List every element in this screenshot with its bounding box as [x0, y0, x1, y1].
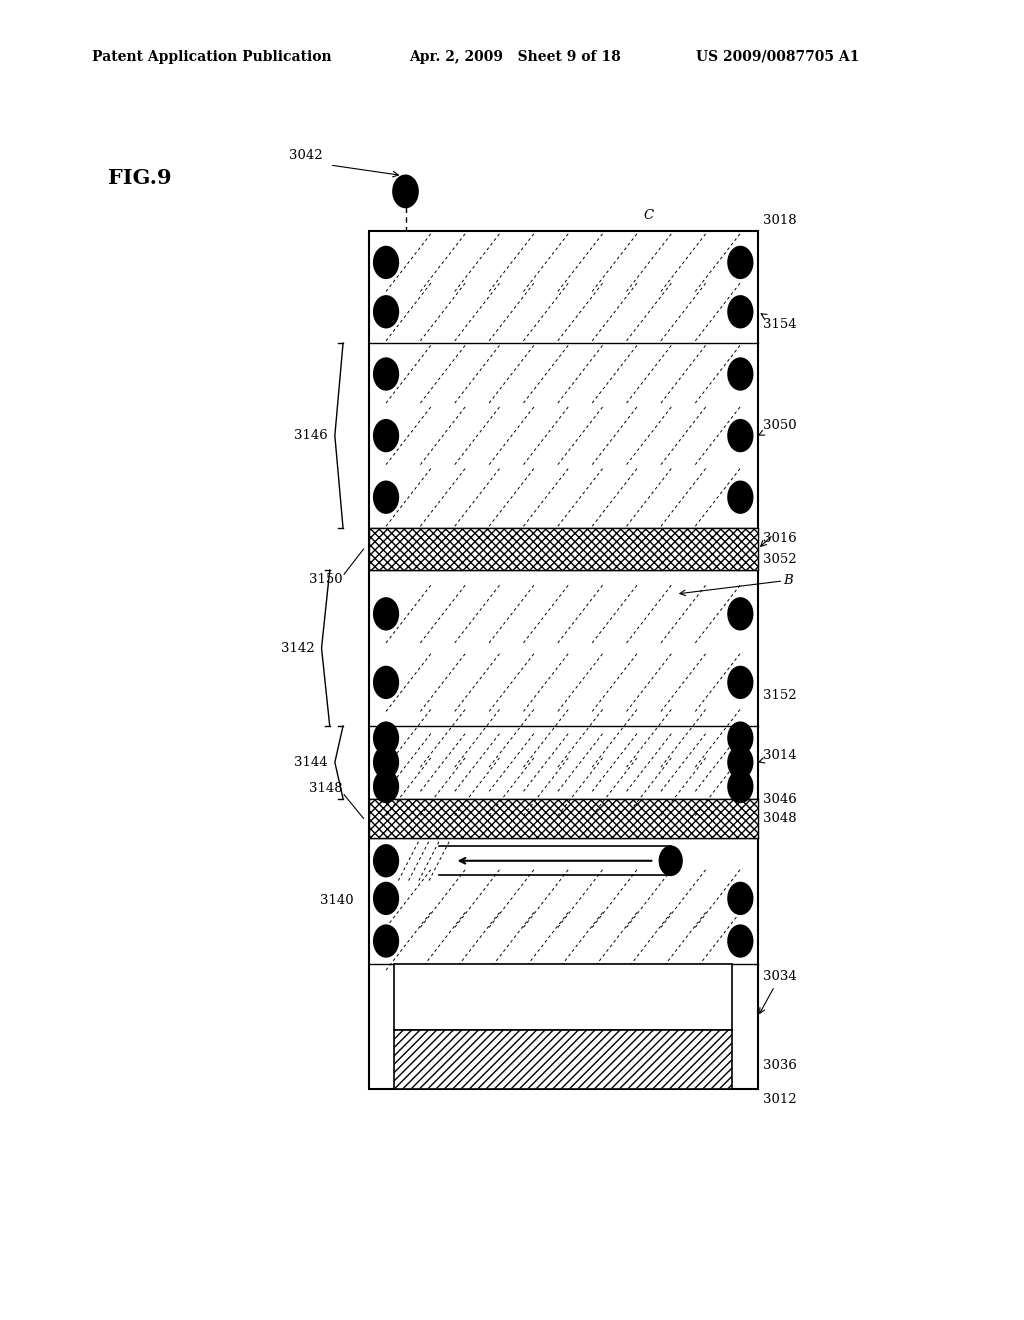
Text: Apr. 2, 2009   Sheet 9 of 18: Apr. 2, 2009 Sheet 9 of 18	[410, 50, 622, 63]
Text: 3048: 3048	[763, 812, 797, 825]
Circle shape	[728, 722, 753, 754]
Circle shape	[374, 771, 398, 803]
Bar	[394, 964, 732, 1030]
Text: 3012: 3012	[763, 1093, 797, 1106]
Text: US 2009/0087705 A1: US 2009/0087705 A1	[696, 50, 860, 63]
Circle shape	[728, 598, 753, 630]
Text: 3014: 3014	[759, 750, 797, 763]
Circle shape	[374, 420, 398, 451]
Circle shape	[728, 420, 753, 451]
Text: 3036: 3036	[763, 1059, 797, 1072]
Text: 3146: 3146	[294, 429, 328, 442]
Text: 3152: 3152	[763, 689, 797, 702]
Text: Patent Application Publication: Patent Application Publication	[92, 50, 332, 63]
Circle shape	[374, 482, 398, 513]
Circle shape	[728, 771, 753, 803]
Circle shape	[728, 296, 753, 327]
Circle shape	[374, 296, 398, 327]
Text: 3140: 3140	[319, 895, 353, 907]
Circle shape	[728, 667, 753, 698]
Circle shape	[374, 747, 398, 779]
Circle shape	[374, 883, 398, 915]
Text: B: B	[783, 574, 794, 587]
Text: FIG.9: FIG.9	[108, 168, 171, 189]
Bar	[369, 528, 758, 570]
Circle shape	[728, 883, 753, 915]
Text: 3034: 3034	[760, 970, 797, 1014]
Text: 3144: 3144	[294, 756, 328, 768]
Circle shape	[728, 482, 753, 513]
Circle shape	[374, 925, 398, 957]
Circle shape	[374, 358, 398, 389]
Text: 3042: 3042	[289, 149, 323, 162]
Circle shape	[374, 722, 398, 754]
Text: 3142: 3142	[281, 642, 314, 655]
Circle shape	[728, 247, 753, 279]
Text: 3148: 3148	[309, 781, 343, 795]
Text: 3052: 3052	[763, 553, 797, 566]
Circle shape	[374, 598, 398, 630]
Circle shape	[728, 358, 753, 389]
Bar	[369, 231, 758, 1089]
Circle shape	[659, 846, 682, 875]
Bar	[369, 343, 758, 528]
Text: 3050: 3050	[758, 418, 797, 436]
Circle shape	[374, 247, 398, 279]
Text: 3154: 3154	[761, 314, 797, 331]
Bar	[369, 799, 758, 838]
Text: C: C	[644, 209, 654, 222]
Circle shape	[728, 925, 753, 957]
Text: 3046: 3046	[763, 793, 797, 807]
Bar	[394, 1030, 732, 1089]
Text: 3018: 3018	[763, 214, 797, 227]
Circle shape	[374, 845, 398, 876]
Circle shape	[393, 176, 418, 207]
Circle shape	[374, 667, 398, 698]
Text: 3016: 3016	[763, 532, 797, 545]
Bar	[369, 726, 758, 799]
Circle shape	[728, 747, 753, 779]
Text: 3150: 3150	[309, 573, 343, 586]
